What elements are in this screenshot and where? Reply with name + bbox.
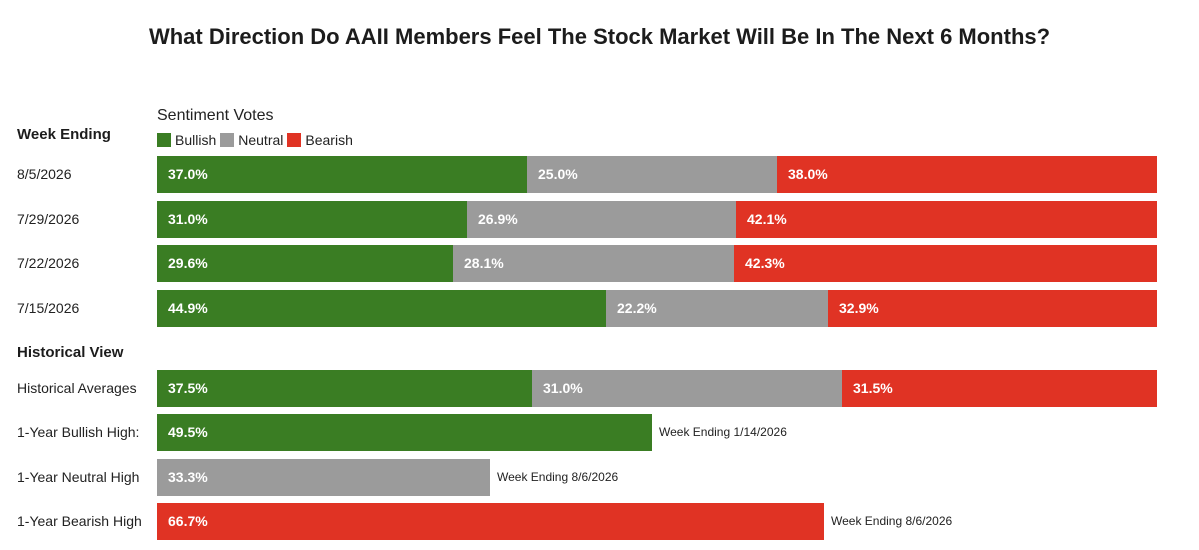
bar-row-week-4: 44.9% 22.2% 32.9%	[157, 290, 1157, 327]
bar-segment-neutral: 31.0%	[532, 370, 842, 407]
legend-label-bearish: Bearish	[305, 132, 353, 148]
bar-segment-neutral: 22.2%	[606, 290, 828, 327]
row-label-historical-averages: Historical Averages	[17, 380, 137, 396]
high-date-note: Week Ending 8/6/2026	[831, 514, 953, 528]
legend-item-bearish: Bearish	[287, 132, 353, 148]
bar-row-week-3: 29.6% 28.1% 42.3%	[157, 245, 1157, 282]
legend-item-bullish: Bullish	[157, 132, 216, 148]
high-date-note: Week Ending 8/6/2026	[497, 470, 619, 484]
legend: Bullish Neutral Bearish	[157, 132, 357, 148]
chart-title: What Direction Do AAII Members Feel The …	[148, 24, 1051, 49]
bar-segment-bearish: 42.1%	[736, 201, 1157, 238]
week-ending-header: Week Ending	[17, 126, 111, 143]
bar-segment-bullish: 37.0%	[157, 156, 527, 193]
bar-segment-bearish: 42.3%	[734, 245, 1157, 282]
bar-segment-bullish: 44.9%	[157, 290, 606, 327]
legend-item-neutral: Neutral	[220, 132, 283, 148]
bar-row-bearish-high: 66.7%	[157, 503, 824, 540]
row-label-week-3: 7/22/2026	[17, 255, 80, 271]
bar-segment-bullish: 29.6%	[157, 245, 453, 282]
bar-segment-neutral: 28.1%	[453, 245, 734, 282]
bar-row-week-1: 37.0% 25.0% 38.0%	[157, 156, 1157, 193]
row-label-week-1: 8/5/2026	[17, 166, 72, 182]
row-label-week-2: 7/29/2026	[17, 211, 80, 227]
row-label-week-4: 7/15/2026	[17, 300, 80, 316]
bar-segment-neutral: 25.0%	[527, 156, 777, 193]
bar-segment-bearish: 66.7%	[157, 503, 824, 540]
bar-row-bullish-high: 49.5%	[157, 414, 652, 451]
row-label-bullish-high: 1-Year Bullish High:	[17, 424, 140, 440]
bar-row-neutral-high: 33.3%	[157, 459, 490, 496]
bar-segment-bullish: 31.0%	[157, 201, 467, 238]
bar-segment-neutral: 33.3%	[157, 459, 490, 496]
bar-segment-bearish: 32.9%	[828, 290, 1157, 327]
historical-view-header: Historical View	[17, 344, 124, 361]
legend-title: Sentiment Votes	[157, 107, 274, 124]
legend-label-neutral: Neutral	[238, 132, 284, 148]
bar-segment-neutral: 26.9%	[467, 201, 736, 238]
bar-row-historical-averages: 37.5% 31.0% 31.5%	[157, 370, 1157, 407]
bar-segment-bullish: 37.5%	[157, 370, 532, 407]
legend-swatch-neutral	[220, 133, 235, 147]
bar-segment-bullish: 49.5%	[157, 414, 652, 451]
bar-row-week-2: 31.0% 26.9% 42.1%	[157, 201, 1157, 238]
legend-swatch-bullish	[157, 133, 171, 147]
row-label-neutral-high: 1-Year Neutral High	[17, 469, 140, 485]
bar-segment-bearish: 31.5%	[842, 370, 1157, 407]
high-date-note: Week Ending 1/14/2026	[659, 425, 787, 439]
legend-swatch-bearish	[287, 133, 302, 147]
legend-label-bullish: Bullish	[175, 132, 217, 148]
bar-segment-bearish: 38.0%	[777, 156, 1157, 193]
row-label-bearish-high: 1-Year Bearish High	[17, 513, 142, 529]
